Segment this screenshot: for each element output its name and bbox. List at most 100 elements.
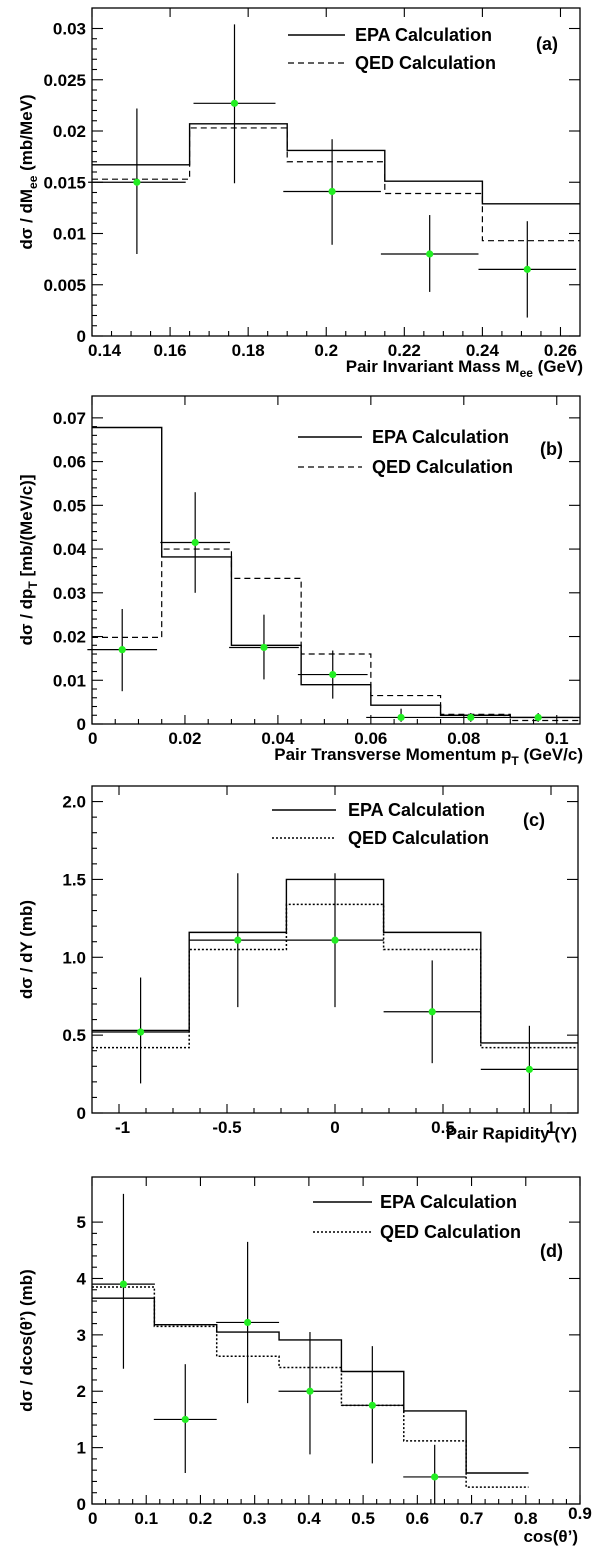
data-point xyxy=(119,1280,128,1288)
panel-d: 0 0.1 0.2 0.3 0.4 0.5 0.6 0.7 0.8 0.9 0 1 2 3 4 5 EPA Ca… xyxy=(17,1176,592,1546)
x-tick-label: 0 xyxy=(330,1118,339,1137)
x-tick-label: 0.5 xyxy=(431,1118,455,1137)
data-point xyxy=(244,1318,252,1327)
y-tick-label: 0.03 xyxy=(53,20,86,39)
x-tick-label: 0.08 xyxy=(447,729,480,748)
x-tick-label: 0.5 xyxy=(351,1509,375,1528)
legend-label-epa: EPA Calculation xyxy=(380,1192,517,1212)
x-tick-label: 0.14 xyxy=(88,341,122,360)
y-tick-label: 1.0 xyxy=(62,948,86,967)
data-point xyxy=(534,713,542,722)
data-point xyxy=(426,250,434,258)
x-tick-label: 0.04 xyxy=(261,729,295,748)
qed-histogram-line xyxy=(92,548,580,722)
data-point xyxy=(181,1415,189,1424)
x-axis-title: Pair Rapidity (Y) xyxy=(446,1124,577,1143)
y-tick-label: 2 xyxy=(77,1382,86,1401)
legend-label-qed: QED Calculation xyxy=(372,457,513,477)
x-tick-label: 0.7 xyxy=(460,1509,484,1528)
panel-label: (c) xyxy=(523,810,545,830)
plot-frame xyxy=(91,395,581,725)
x-tick-label: 0 xyxy=(88,1509,97,1528)
y-tick-label: 2.0 xyxy=(62,793,86,812)
y-tick-label: 3 xyxy=(77,1326,86,1345)
x-axis-title: Pair Invariant Mass Mee (GeV) xyxy=(346,357,583,380)
y-tick-label: 0.025 xyxy=(43,71,86,90)
panel-b: 0 0.02 0.04 0.06 0.08 0.1 0 0.01 0.02 0.03 0.04 0.0… xyxy=(17,395,583,768)
y-tick-label: 0.04 xyxy=(53,540,87,559)
data-point xyxy=(523,265,531,273)
plot-frame xyxy=(91,7,581,337)
panel-label: (b) xyxy=(540,439,563,459)
data-point xyxy=(467,713,475,722)
y-tick-label: 1 xyxy=(77,1439,86,1458)
y-tick-label: 1.5 xyxy=(62,870,86,889)
x-tick-label: 0.3 xyxy=(243,1509,267,1528)
legend-label-qed: QED Calculation xyxy=(380,1222,521,1242)
y-axis-title: dσ / dY (mb) xyxy=(17,900,36,999)
data-point xyxy=(525,1065,534,1073)
y-tick-label: 0.07 xyxy=(53,409,86,428)
x-axis-title: Pair Transverse Momentum pT (GeV/c) xyxy=(274,745,583,768)
y-tick-label: 4 xyxy=(77,1269,87,1288)
legend-label-epa: EPA Calculation xyxy=(348,800,485,820)
x-tick-label: -0.5 xyxy=(212,1118,241,1137)
y-axis-title: dσ / dcos(θ’) (mb) xyxy=(17,1269,36,1412)
x-tick-label: 0.02 xyxy=(168,729,201,748)
y-tick-label: 0.06 xyxy=(53,453,86,472)
data-point xyxy=(397,713,405,722)
y-tick-label: 0.01 xyxy=(53,225,86,244)
data-point xyxy=(133,178,141,186)
x-tick-label: 0.24 xyxy=(466,341,500,360)
panel-a: 0.14 0.16 0.18 0.2 0.22 0.24 0.26 0 0.005 0.01 0.0… xyxy=(17,7,583,380)
x-tick-label: 0.22 xyxy=(388,341,421,360)
y-tick-label: 0.015 xyxy=(43,173,86,192)
legend-label-epa: EPA Calculation xyxy=(355,25,492,45)
x-tick-label: 0.26 xyxy=(544,341,577,360)
data-point xyxy=(118,646,126,654)
x-tick-label: 0 xyxy=(88,729,97,748)
y-tick-label: 0.03 xyxy=(53,584,86,603)
data-point xyxy=(306,1387,314,1395)
y-axis-title: dσ / dpT [mb/(MeV/c)] xyxy=(17,474,40,645)
panel-c: -1 -0.5 0 0.5 1 0 0.5 1.0 1.5 2.0 EPA Calculation Q… xyxy=(17,785,579,1143)
x-tick-label: 0.9 xyxy=(568,1504,592,1523)
data-point xyxy=(329,670,337,679)
x-tick-label: 0.06 xyxy=(354,729,387,748)
y-tick-label: 0 xyxy=(77,1104,86,1123)
epa-histogram-line xyxy=(92,426,580,719)
x-tick-label: 1 xyxy=(546,1118,555,1137)
data-point xyxy=(331,936,339,944)
y-tick-label: 0.01 xyxy=(53,671,86,690)
y-axis-title: dσ / dMee (mb/MeV) xyxy=(17,94,40,249)
legend-label-qed: QED Calculation xyxy=(348,828,489,848)
x-tick-label: 0.16 xyxy=(154,341,187,360)
panel-label: (a) xyxy=(536,34,558,54)
data-point xyxy=(234,936,242,944)
data-point xyxy=(431,1473,439,1481)
y-tick-label: 0 xyxy=(77,1495,86,1514)
x-tick-label: 0.18 xyxy=(232,341,265,360)
data-point xyxy=(191,538,199,547)
data-point xyxy=(230,99,239,107)
x-tick-label: 0.2 xyxy=(189,1509,213,1528)
x-tick-label: 0.6 xyxy=(406,1509,430,1528)
x-tick-label: 0.4 xyxy=(297,1509,321,1528)
x-tick-label: 0.2 xyxy=(314,341,338,360)
y-tick-label: 0 xyxy=(77,715,86,734)
x-tick-label: 0.1 xyxy=(545,729,569,748)
x-tick-label: -1 xyxy=(115,1118,130,1137)
data-point xyxy=(368,1401,376,1409)
data-point xyxy=(260,643,268,652)
legend-label-qed: QED Calculation xyxy=(355,53,496,73)
y-tick-label: 0.5 xyxy=(62,1026,86,1045)
qed-histogram-line xyxy=(92,1286,529,1488)
data-point xyxy=(328,187,336,196)
y-tick-label: 0.005 xyxy=(43,276,86,295)
data-point xyxy=(428,1008,436,1016)
qed-histogram-line xyxy=(92,127,580,242)
panel-label: (d) xyxy=(540,1241,563,1261)
x-axis-title: cos(θ’) xyxy=(523,1527,578,1546)
y-tick-label: 5 xyxy=(77,1213,86,1232)
